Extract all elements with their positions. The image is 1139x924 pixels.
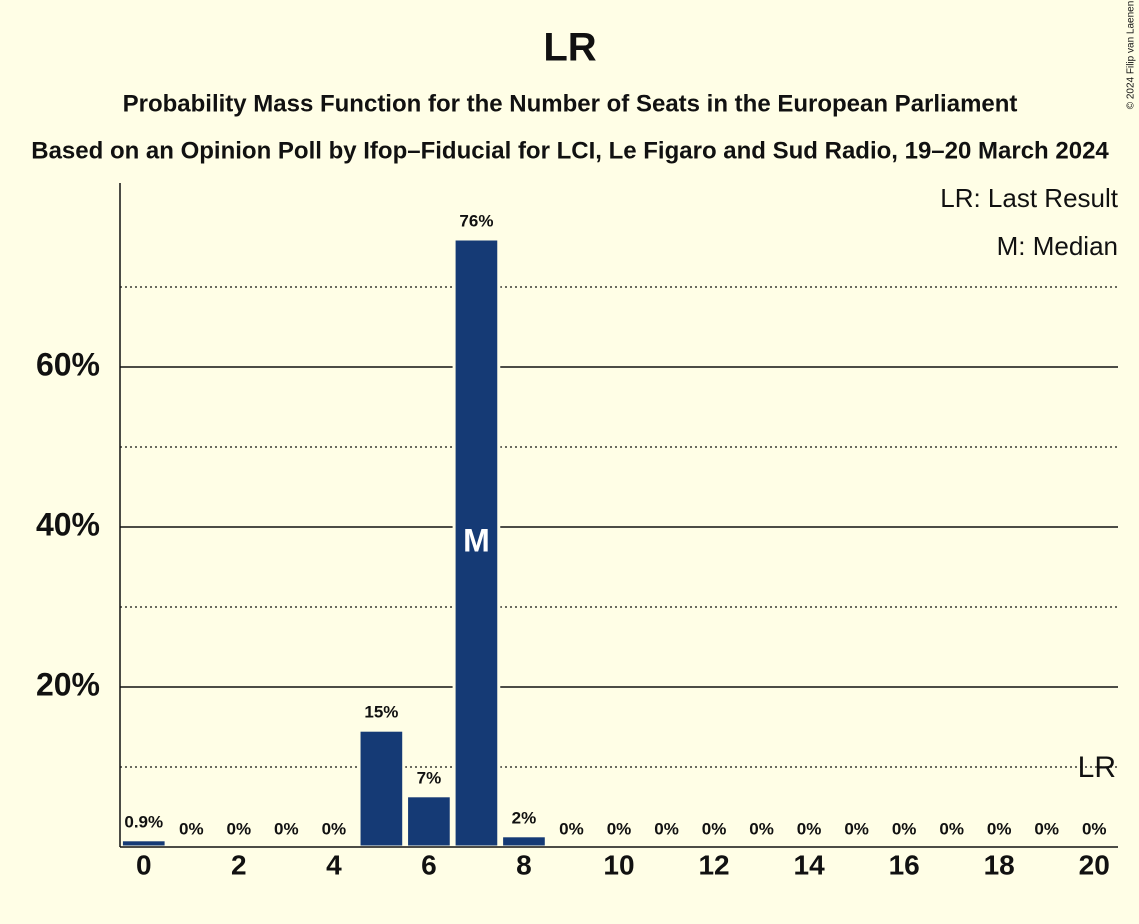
copyright: © 2024 Filip van Laenen bbox=[1126, 1, 1137, 110]
value-label: 0.9% bbox=[124, 812, 163, 831]
value-label: 0% bbox=[892, 819, 917, 838]
value-label: 0% bbox=[322, 819, 347, 838]
x-tick-label: 2 bbox=[231, 849, 247, 880]
x-tick-label: 18 bbox=[984, 849, 1015, 880]
value-label: 0% bbox=[749, 819, 774, 838]
value-label: 0% bbox=[702, 819, 727, 838]
value-label: 0% bbox=[654, 819, 679, 838]
bar bbox=[405, 794, 453, 849]
value-label: 7% bbox=[417, 768, 442, 787]
bar bbox=[357, 728, 406, 849]
value-label: 0% bbox=[274, 819, 299, 838]
chart-subtitle: Probability Mass Function for the Number… bbox=[123, 90, 1018, 117]
x-tick-label: 16 bbox=[889, 849, 920, 880]
value-label: 0% bbox=[1034, 819, 1059, 838]
value-label: 76% bbox=[459, 211, 493, 230]
y-tick-label: 40% bbox=[36, 506, 100, 542]
value-label: 15% bbox=[364, 703, 398, 722]
value-label: 0% bbox=[179, 819, 204, 838]
value-label: 0% bbox=[1082, 819, 1107, 838]
chart-title: LR bbox=[543, 26, 596, 70]
x-tick-label: 10 bbox=[603, 849, 634, 880]
value-label: 0% bbox=[559, 819, 584, 838]
x-tick-label: 6 bbox=[421, 849, 437, 880]
value-label: 0% bbox=[987, 819, 1012, 838]
bar bbox=[119, 838, 168, 849]
legend-entry: LR: Last Result bbox=[940, 183, 1119, 213]
x-tick-label: 4 bbox=[326, 849, 342, 880]
x-tick-label: 12 bbox=[698, 849, 729, 880]
chart-subtitle: Based on an Opinion Poll by Ifop–Fiducia… bbox=[31, 137, 1109, 164]
x-tick-label: 14 bbox=[794, 849, 826, 880]
legend-entry: M: Median bbox=[997, 231, 1118, 261]
value-label: 2% bbox=[512, 808, 537, 827]
value-label: 0% bbox=[227, 819, 252, 838]
value-label: 0% bbox=[797, 819, 822, 838]
x-tick-label: 8 bbox=[516, 849, 532, 880]
y-tick-label: 60% bbox=[36, 346, 100, 382]
y-tick-label: 20% bbox=[36, 666, 100, 702]
value-label: 0% bbox=[939, 819, 964, 838]
x-tick-label: 20 bbox=[1079, 849, 1110, 880]
x-tick-label: 0 bbox=[136, 849, 152, 880]
bar bbox=[500, 834, 548, 849]
median-marker: M bbox=[463, 522, 490, 558]
value-label: 0% bbox=[844, 819, 869, 838]
last-result-marker: LR bbox=[1078, 751, 1116, 784]
value-label: 0% bbox=[607, 819, 632, 838]
